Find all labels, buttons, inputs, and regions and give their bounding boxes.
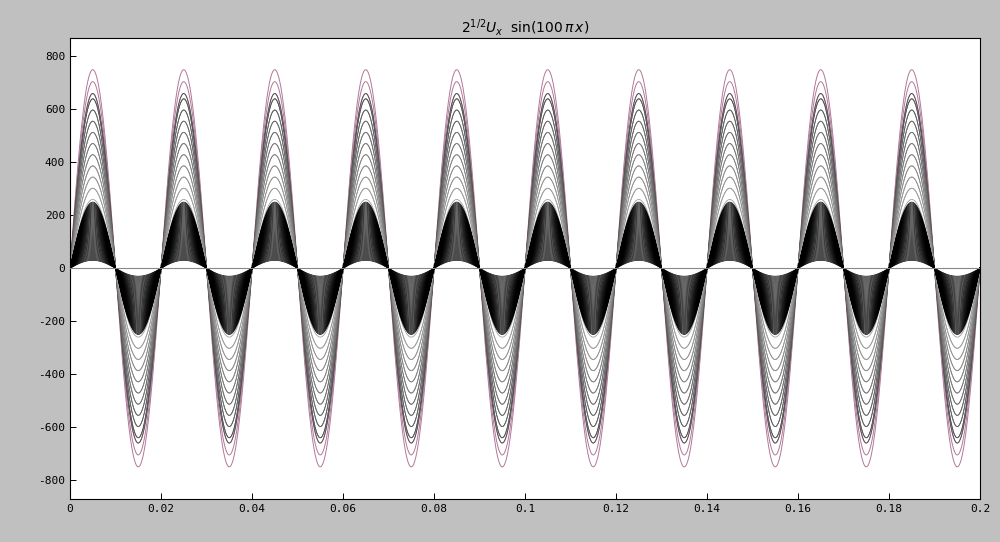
Title: $2^{1/2}$$U_x$ $\sin(100\,\pi\,x)$: $2^{1/2}$$U_x$ $\sin(100\,\pi\,x)$: [461, 17, 589, 38]
